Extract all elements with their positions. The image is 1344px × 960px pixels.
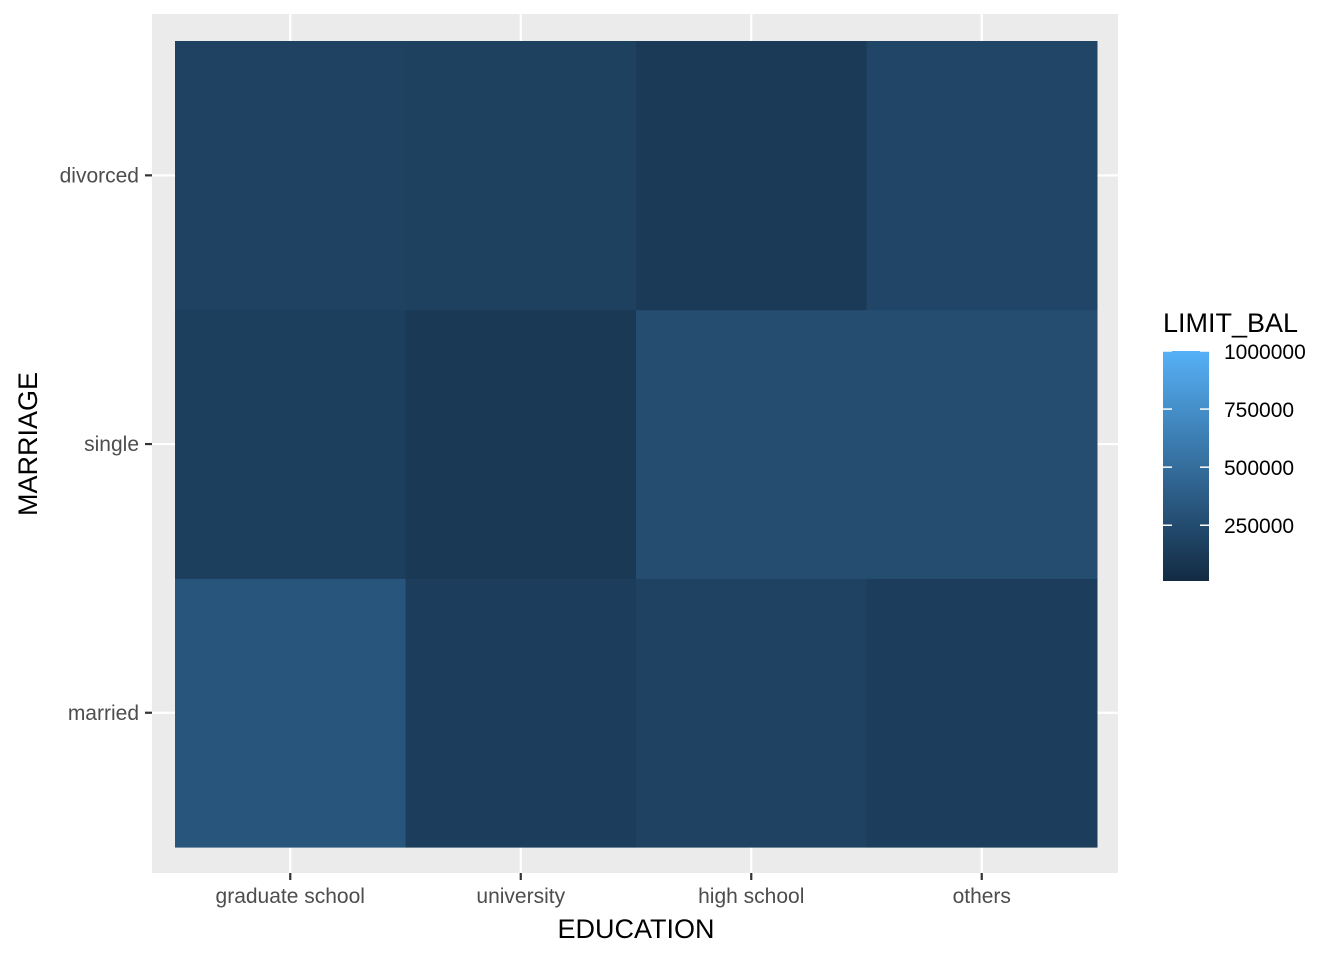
heatmap-cell <box>405 309 637 579</box>
heatmap-cell <box>636 309 867 579</box>
x-tick-label: others <box>953 885 1011 908</box>
y-tick-label: divorced <box>60 164 139 187</box>
y-tick-label: single <box>84 433 139 456</box>
heatmap-cell <box>866 41 1098 311</box>
heatmap-cell <box>175 309 406 579</box>
y-axis-title: MARRIAGE <box>13 372 43 516</box>
heatmap-cell <box>175 578 406 848</box>
heatmap-cells <box>175 41 1098 848</box>
y-tick-label: married <box>68 702 139 725</box>
heatmap-cell <box>636 578 867 848</box>
legend-tick-label: 500000 <box>1224 457 1294 480</box>
legend-tick-label: 750000 <box>1224 399 1294 422</box>
x-axis-ticks: graduate school university high school othe… <box>216 873 1011 908</box>
legend-tick-label: 250000 <box>1224 515 1294 538</box>
y-axis-ticks: married single divorced <box>60 164 152 725</box>
legend-title: LIMIT_BAL <box>1163 308 1298 338</box>
legend-colorbar <box>1163 351 1209 581</box>
heatmap-cell <box>405 578 637 848</box>
x-tick-label: graduate school <box>216 885 365 908</box>
heatmap-cell <box>405 41 637 311</box>
heatmap-cell <box>175 41 406 311</box>
heatmap-cell <box>866 578 1098 848</box>
x-tick-label: university <box>476 885 565 908</box>
legend-tick-label: 1000000 <box>1224 341 1306 364</box>
x-tick-label: high school <box>698 885 804 908</box>
color-legend: LIMIT_BAL 250000 500000 750000 1000000 <box>1163 308 1306 581</box>
heatmap-cell <box>636 41 867 311</box>
heatmap-cell <box>866 309 1098 579</box>
x-axis-title: EDUCATION <box>557 914 714 944</box>
